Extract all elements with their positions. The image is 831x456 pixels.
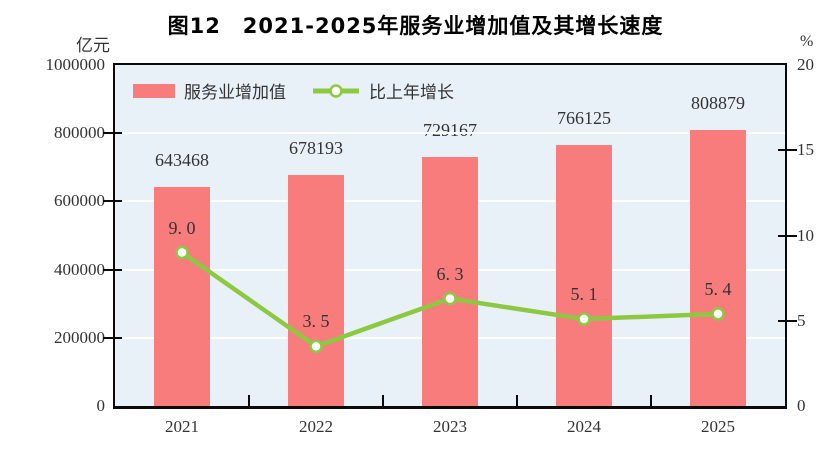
left-axis-tick-label: 400000 [54,259,105,279]
right-axis-tick-label: 10 [797,225,814,245]
x-axis-tick-label: 2023 [433,417,467,436]
left-axis-tick [103,132,122,135]
bar-value-label: 766125 [557,107,611,128]
bar-value-label: 808879 [691,93,745,114]
gridline [115,132,785,135]
bar-2024 [556,144,612,406]
x-axis-tick [248,395,250,406]
right-axis-tick [778,319,797,322]
left-axis-unit: 亿元 [76,36,110,55]
bar-value-label: 643468 [155,149,209,170]
x-axis-tick-label: 2021 [165,417,199,436]
legend-line-label: 比上年增长 [369,83,454,102]
growth-value-label: 9. 0 [168,217,196,238]
growth-line-point [175,245,189,260]
x-axis-tick-label: 2022 [299,417,333,436]
right-axis-tick [778,149,797,152]
legend: 服务业增加值 比上年增长 [133,78,454,103]
growth-line-layer [175,245,725,354]
right-axis-tick-label: 20 [797,55,814,74]
growth-value-label: 5. 1 [570,284,598,305]
left-axis-tick-label: 0 [96,396,106,415]
x-axis-tick-label: 2025 [701,417,735,436]
bar-2025 [690,130,746,406]
bar-value-label: 729167 [423,120,477,141]
right-axis-unit: % [800,33,814,50]
legend-bar-swatch-icon [133,83,175,98]
growth-value-label: 6. 3 [436,263,464,284]
right-axis-tick-label: 0 [797,396,806,415]
bar-value-label: 678193 [289,137,343,158]
right-axis-tick-label: 5 [797,310,806,330]
growth-line-point [443,291,457,306]
left-axis-tick [103,268,122,271]
growth-value-label: 3. 5 [302,311,330,332]
legend-bar-label: 服务业增加值 [184,83,286,102]
growth-value-label: 5. 4 [704,278,732,299]
bar-2023 [422,157,478,406]
bar-2022 [288,174,344,406]
left-axis-tick [103,336,122,339]
left-axis-tick [103,200,122,203]
right-axis-tick-label: 15 [797,140,814,160]
growth-line-point [711,307,725,321]
growth-line-point [309,339,323,354]
x-axis-tick [516,395,518,406]
x-axis-tick [650,395,652,406]
left-axis-tick-label: 200000 [54,327,105,347]
x-axis-tick-label: 2024 [567,417,601,436]
chart-title: 图12 2021-2025年服务业增加值及其增长速度 [167,14,664,38]
right-axis-tick [778,234,797,237]
growth-line-point [577,312,591,326]
left-axis-tick-label: 1000000 [45,55,106,74]
left-axis-tick-label: 600000 [54,191,105,211]
bar-2021 [154,186,210,406]
legend-line-marker-icon [312,83,360,99]
x-axis-tick [382,395,384,406]
left-axis-tick-label: 800000 [54,123,105,143]
